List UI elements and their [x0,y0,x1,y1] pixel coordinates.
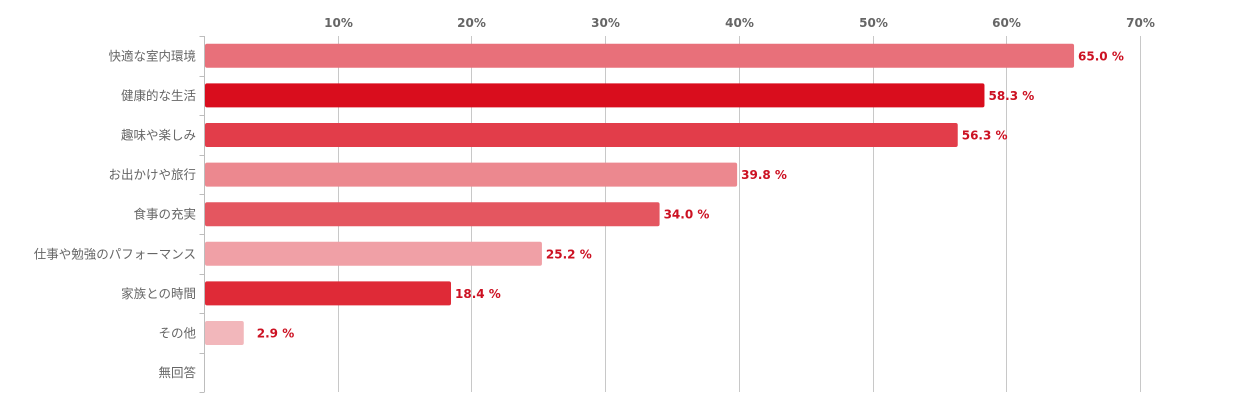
bar [205,241,542,266]
x-tick-label: 10% [324,16,353,30]
x-tick-label: 60% [992,16,1021,30]
data-label: 25.2 % [546,247,592,261]
bar [205,202,660,227]
data-label: 2.9 % [257,327,294,341]
category-label: お出かけや旅行 [108,167,196,182]
category-label: 趣味や楽しみ [121,128,196,143]
bar [205,83,985,108]
category-label: 無回答 [158,365,196,380]
data-label: 39.8 % [741,168,787,182]
data-label: 56.3 % [962,129,1008,143]
data-label: 58.3 % [988,89,1034,103]
data-label: 65.0 % [1078,49,1124,63]
x-tick-label: 20% [457,16,486,30]
data-label: 34.0 % [664,208,710,222]
x-tick-label: 40% [725,16,754,30]
bar [205,162,738,187]
bar [205,321,244,345]
y-axis [199,36,205,393]
x-tick-label: 30% [591,16,620,30]
category-label: 家族との時間 [121,286,196,301]
category-label: 食事の充実 [133,207,196,222]
x-tick-label: 70% [1126,16,1155,30]
category-label: その他 [158,326,196,341]
x-tick-label: 50% [859,16,888,30]
labels: 10% 20% 30% 40% 50% 60% 70% 快適な室内環境 65.0 % 健康的な生活… [34,16,1155,380]
bar [205,123,958,147]
category-label: 仕事や勉強のパフォーマンス [34,246,196,261]
category-label: 健康的な生活 [121,88,196,103]
category-label: 快適な室内環境 [108,48,196,63]
bar [205,43,1075,68]
data-label: 18.4 % [455,287,501,301]
bars [205,43,1075,345]
bar [205,281,452,306]
